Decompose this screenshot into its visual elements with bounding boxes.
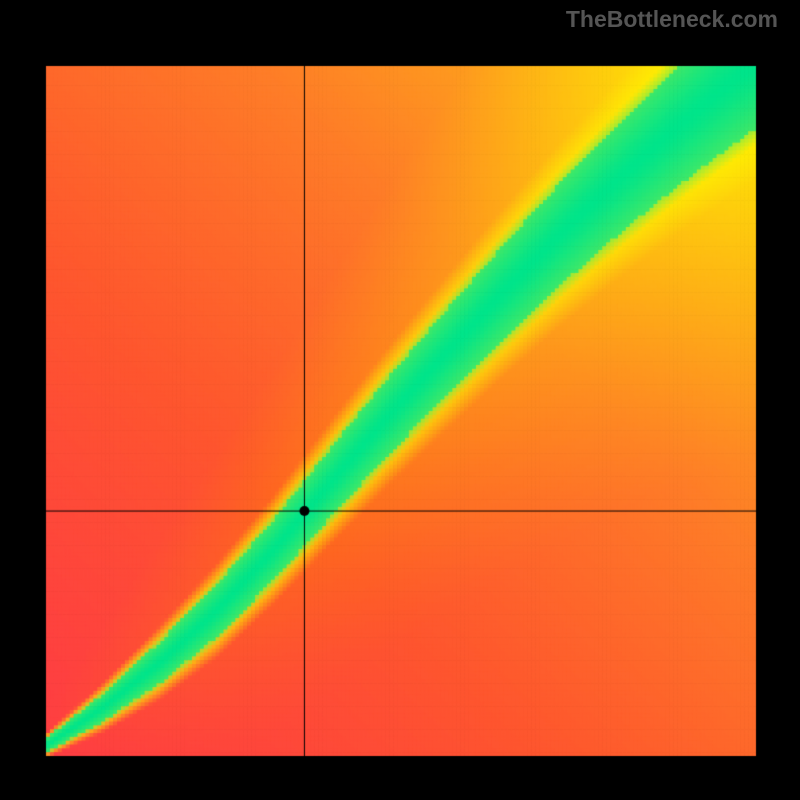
chart-container: TheBottleneck.com bbox=[0, 0, 800, 800]
watermark-text: TheBottleneck.com bbox=[566, 6, 778, 33]
heatmap-canvas bbox=[0, 0, 800, 800]
